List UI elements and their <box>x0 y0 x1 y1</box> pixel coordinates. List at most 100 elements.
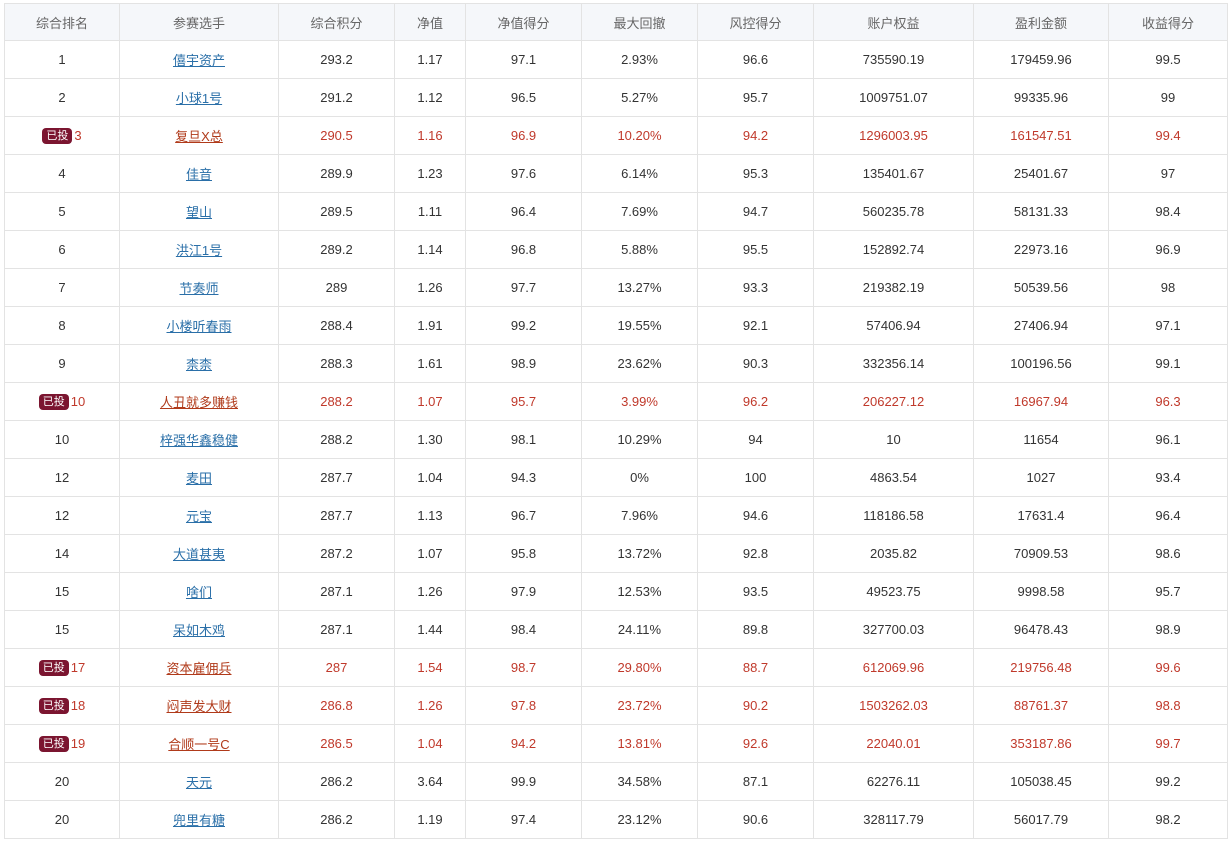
drawdown-cell: 2.93% <box>581 40 698 79</box>
drawdown-cell: 13.72% <box>581 534 698 573</box>
player-link[interactable]: 呆如木鸡 <box>172 623 225 638</box>
return-score-cell: 99.4 <box>1108 116 1228 155</box>
rank-value: 12 <box>54 470 70 485</box>
score-cell: 286.8 <box>278 686 395 725</box>
profit-cell: 25401.67 <box>973 154 1109 193</box>
player-link[interactable]: 啥们 <box>185 585 212 600</box>
return-score-cell: 98.6 <box>1108 534 1228 573</box>
risk-score-cell: 94 <box>697 420 814 459</box>
rank-cell: 15 <box>4 572 120 611</box>
rank-value: 1 <box>58 52 66 67</box>
player-link[interactable]: 人丑就多赚钱 <box>159 395 238 410</box>
col-header-risk-score[interactable]: 风控得分 <box>697 3 814 41</box>
score-cell: 287.1 <box>278 572 395 611</box>
risk-score-cell: 96.6 <box>697 40 814 79</box>
equity-cell: 332356.14 <box>813 344 974 383</box>
profit-cell: 219756.48 <box>973 648 1109 687</box>
rank-value: 10 <box>70 393 86 409</box>
table-row: 4 佳音 289.9 1.23 97.6 6.14% 95.3 135401.67 25401.… <box>4 154 1228 193</box>
rank-cell: 1 <box>4 40 120 79</box>
player-link[interactable]: 洪江1号 <box>175 243 223 258</box>
col-header-return-score[interactable]: 收益得分 <box>1108 3 1228 41</box>
player-link[interactable]: 节奏师 <box>179 281 219 296</box>
return-score-cell: 99.5 <box>1108 40 1228 79</box>
nav-cell: 1.13 <box>394 496 466 535</box>
player-cell: 望山 <box>119 192 279 231</box>
risk-score-cell: 95.7 <box>697 78 814 117</box>
score-cell: 287.7 <box>278 458 395 497</box>
player-link[interactable]: 大道甚夷 <box>172 547 225 562</box>
player-link[interactable]: 僖宇资产 <box>172 53 225 68</box>
col-header-drawdown[interactable]: 最大回撤 <box>581 3 698 41</box>
nav-cell: 1.44 <box>394 610 466 649</box>
player-link[interactable]: 天元 <box>185 775 212 790</box>
player-link[interactable]: 合顺一号C <box>168 737 230 752</box>
rank-value: 4 <box>58 166 66 181</box>
player-link[interactable]: 复旦X总 <box>175 129 223 144</box>
return-score-cell: 96.9 <box>1108 230 1228 269</box>
risk-score-cell: 92.8 <box>697 534 814 573</box>
player-link[interactable]: 望山 <box>185 205 212 220</box>
risk-score-cell: 96.2 <box>697 382 814 421</box>
player-link[interactable]: 资本雇佣兵 <box>166 661 232 676</box>
player-link[interactable]: 佳音 <box>185 167 212 182</box>
player-link[interactable]: 小球1号 <box>175 91 223 106</box>
rank-value: 18 <box>70 697 86 713</box>
player-cell: 僖宇资产 <box>119 40 279 79</box>
col-header-equity[interactable]: 账户权益 <box>813 3 974 41</box>
player-cell: 佳音 <box>119 154 279 193</box>
equity-cell: 560235.78 <box>813 192 974 231</box>
col-header-nav[interactable]: 净值 <box>394 3 466 41</box>
player-link[interactable]: 柰柰 <box>185 357 212 372</box>
nav-cell: 3.64 <box>394 762 466 801</box>
player-link[interactable]: 闷声发大财 <box>166 699 232 714</box>
drawdown-cell: 34.58% <box>581 762 698 801</box>
score-cell: 287.2 <box>278 534 395 573</box>
nav-cell: 1.12 <box>394 78 466 117</box>
col-header-score[interactable]: 综合积分 <box>278 3 395 41</box>
drawdown-cell: 7.96% <box>581 496 698 535</box>
equity-cell: 62276.11 <box>813 762 974 801</box>
player-link[interactable]: 元宝 <box>185 509 212 524</box>
nav-score-cell: 95.7 <box>465 382 582 421</box>
equity-cell: 1009751.07 <box>813 78 974 117</box>
col-header-rank[interactable]: 综合排名 <box>4 3 120 41</box>
player-cell: 梓强华鑫稳健 <box>119 420 279 459</box>
drawdown-cell: 3.99% <box>581 382 698 421</box>
nav-cell: 1.61 <box>394 344 466 383</box>
table-row: 20 天元 286.2 3.64 99.9 34.58% 87.1 62276.11 10503… <box>4 762 1228 801</box>
rank-cell: 9 <box>4 344 120 383</box>
col-header-profit[interactable]: 盈利金额 <box>973 3 1109 41</box>
player-link[interactable]: 麦田 <box>185 471 212 486</box>
player-cell: 人丑就多赚钱 <box>119 382 279 421</box>
equity-cell: 4863.54 <box>813 458 974 497</box>
profit-cell: 58131.33 <box>973 192 1109 231</box>
table-row: 6 洪江1号 289.2 1.14 96.8 5.88% 95.5 152892.74 2297… <box>4 230 1228 269</box>
score-cell: 287.7 <box>278 496 395 535</box>
profit-cell: 161547.51 <box>973 116 1109 155</box>
table-row: 已投 18 闷声发大财 286.8 1.26 97.8 23.72% 90.2 1503262.… <box>4 686 1228 725</box>
nav-cell: 1.16 <box>394 116 466 155</box>
score-cell: 288.2 <box>278 382 395 421</box>
profit-cell: 105038.45 <box>973 762 1109 801</box>
player-link[interactable]: 小楼听春雨 <box>166 319 232 334</box>
nav-cell: 1.26 <box>394 268 466 307</box>
rank-cell: 7 <box>4 268 120 307</box>
return-score-cell: 96.3 <box>1108 382 1228 421</box>
risk-score-cell: 89.8 <box>697 610 814 649</box>
risk-score-cell: 93.5 <box>697 572 814 611</box>
return-score-cell: 99.1 <box>1108 344 1228 383</box>
nav-score-cell: 99.9 <box>465 762 582 801</box>
ranking-body: 1 僖宇资产 293.2 1.17 97.1 2.93% 96.6 735590.19 1794… <box>4 40 1228 839</box>
drawdown-cell: 6.14% <box>581 154 698 193</box>
nav-score-cell: 97.6 <box>465 154 582 193</box>
col-header-player[interactable]: 参赛选手 <box>119 3 279 41</box>
nav-score-cell: 97.8 <box>465 686 582 725</box>
col-header-nav-score[interactable]: 净值得分 <box>465 3 582 41</box>
player-link[interactable]: 兜里有糖 <box>172 813 225 828</box>
return-score-cell: 98.8 <box>1108 686 1228 725</box>
player-link[interactable]: 梓强华鑫稳健 <box>159 433 238 448</box>
rank-cell: 20 <box>4 800 120 839</box>
drawdown-cell: 7.69% <box>581 192 698 231</box>
drawdown-cell: 5.27% <box>581 78 698 117</box>
